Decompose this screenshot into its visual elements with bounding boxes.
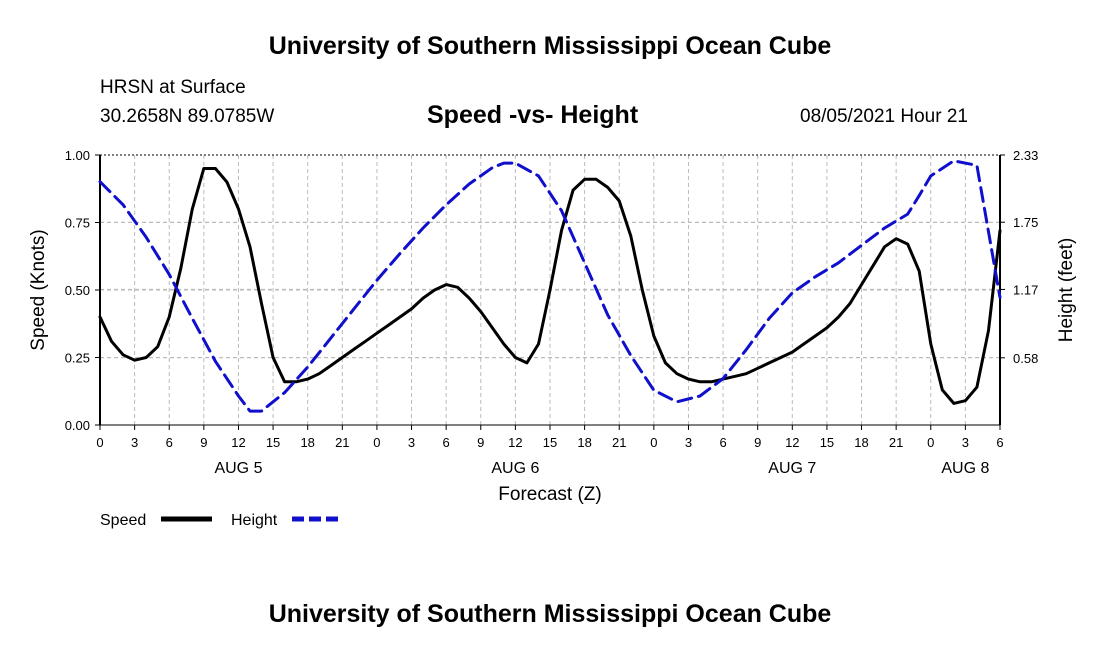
- x-tick-label: 3: [962, 435, 969, 450]
- forecast-datetime: 08/05/2021 Hour 21: [800, 106, 968, 127]
- x-tick-label: 9: [477, 435, 484, 450]
- x-tick-label: 6: [996, 435, 1003, 450]
- y-tick-label: 0.50: [65, 283, 90, 298]
- date-label: AUG 8: [941, 460, 989, 477]
- x-tick-label: 15: [820, 435, 834, 450]
- legend-label-speed: Speed: [100, 512, 146, 529]
- x-tick-label: 6: [166, 435, 173, 450]
- footer-title: University of Southern Mississippi Ocean…: [268, 600, 832, 628]
- x-tick-label: 6: [443, 435, 450, 450]
- x-tick-label: 15: [266, 435, 280, 450]
- y-tick-label: 0.00: [65, 418, 90, 433]
- date-label: AUG 6: [491, 460, 539, 477]
- x-tick-label: 12: [508, 435, 522, 450]
- y2-tick-label: 1.17: [1013, 282, 1038, 297]
- x-tick-label: 15: [543, 435, 557, 450]
- y2-tick-label: 2.33: [1013, 148, 1038, 163]
- x-tick-label: 12: [785, 435, 799, 450]
- x-tick-label: 6: [719, 435, 726, 450]
- legend-label-height: Height: [231, 512, 278, 529]
- x-tick-label: 18: [300, 435, 314, 450]
- x-tick-label: 3: [408, 435, 415, 450]
- x-tick-label: 21: [612, 435, 626, 450]
- y2-axis-title: Height (feet): [1056, 238, 1077, 343]
- date-label: AUG 5: [214, 460, 262, 477]
- x-axis-title: Forecast (Z): [498, 484, 601, 505]
- x-tick-label: 18: [854, 435, 868, 450]
- x-tick-label: 3: [131, 435, 138, 450]
- station-name: HRSN at Surface: [100, 77, 246, 98]
- y-axis-title: Speed (Knots): [28, 229, 49, 350]
- y2-tick-label: 0.58: [1013, 351, 1038, 366]
- station-coordinates: 30.2658N 89.0785W: [100, 106, 275, 127]
- x-tick-label: 18: [577, 435, 591, 450]
- x-tick-label: 9: [200, 435, 207, 450]
- chart-title: Speed -vs- Height: [427, 101, 639, 129]
- x-tick-label: 3: [685, 435, 692, 450]
- x-tick-label: 0: [650, 435, 657, 450]
- x-tick-label: 21: [889, 435, 903, 450]
- speed-series-line: [98, 167, 1002, 405]
- y2-tick-label: 1.75: [1013, 215, 1038, 230]
- y-tick-label: 1.00: [65, 148, 90, 163]
- y-tick-label: 0.75: [65, 216, 90, 231]
- x-tick-label: 0: [373, 435, 380, 450]
- x-tick-label: 0: [96, 435, 103, 450]
- page-title: University of Southern Mississippi Ocean…: [268, 32, 832, 60]
- x-tick-label: 21: [335, 435, 349, 450]
- y-tick-label: 0.25: [65, 351, 90, 366]
- x-tick-label: 9: [754, 435, 761, 450]
- x-tick-label: 12: [231, 435, 245, 450]
- date-label: AUG 7: [768, 460, 816, 477]
- x-tick-label: 0: [927, 435, 934, 450]
- height-series-line: [98, 159, 1002, 413]
